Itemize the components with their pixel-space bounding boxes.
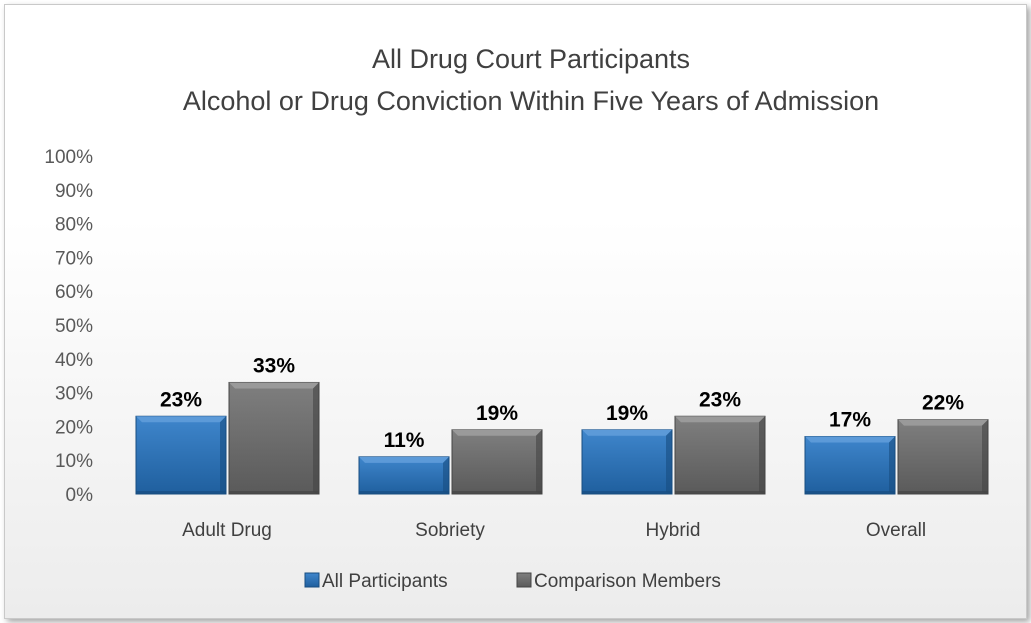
data-label: 19%	[606, 402, 648, 425]
bar	[897, 419, 989, 495]
y-tick-label: 20%	[55, 417, 93, 438]
y-tick-label: 40%	[55, 350, 93, 371]
bar	[581, 429, 673, 495]
data-label: 17%	[829, 409, 871, 432]
bar	[135, 415, 227, 495]
data-label: 23%	[160, 388, 202, 411]
x-tick-label: Sobriety	[415, 520, 485, 541]
data-label: 23%	[699, 388, 741, 411]
x-tick-label: Adult Drug	[182, 520, 272, 541]
legend-label: Comparison Members	[534, 571, 721, 592]
y-tick-label: 70%	[55, 248, 93, 269]
legend-item: Comparison Members	[516, 571, 721, 592]
y-tick-label: 50%	[55, 316, 93, 337]
bar	[358, 456, 450, 495]
x-tick-label: Overall	[866, 520, 926, 541]
data-label: 11%	[384, 429, 425, 452]
bar	[451, 429, 543, 495]
data-label: 33%	[253, 354, 295, 377]
y-tick-label: 30%	[55, 384, 93, 405]
bar	[674, 415, 766, 495]
legend-item: All Participants	[304, 571, 448, 592]
data-label: 22%	[922, 392, 964, 415]
y-tick-label: 0%	[66, 485, 94, 506]
legend-swatch	[304, 572, 320, 588]
chart-title: All Drug Court Participants	[372, 44, 690, 74]
y-tick-label: 100%	[44, 147, 93, 168]
x-tick-label: Hybrid	[646, 520, 701, 541]
chart-frame	[4, 4, 1027, 619]
bar	[228, 381, 320, 495]
y-tick-label: 10%	[55, 451, 93, 472]
y-tick-label: 60%	[55, 282, 93, 303]
y-tick-label: 90%	[55, 181, 93, 202]
legend-label: All Participants	[322, 571, 448, 592]
chart-subtitle: Alcohol or Drug Conviction Within Five Y…	[183, 86, 879, 116]
bar	[804, 436, 896, 495]
legend-swatch	[516, 572, 532, 588]
y-tick-label: 80%	[55, 215, 93, 236]
data-label: 19%	[476, 402, 518, 425]
